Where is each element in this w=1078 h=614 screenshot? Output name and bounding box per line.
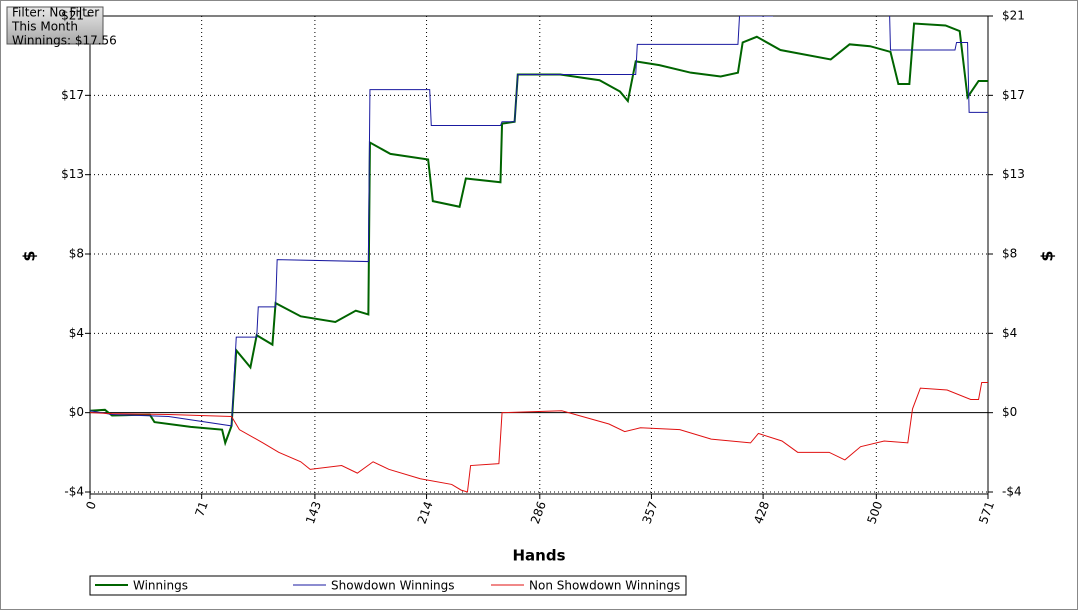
x-axis-title: Hands [512, 547, 565, 565]
y2-axis-title: $ [1038, 250, 1057, 261]
y-tick-label: -$4 [64, 485, 84, 499]
y2-tick-label: $8 [1002, 247, 1017, 261]
y-tick-label: $8 [69, 247, 84, 261]
y2-tick-label: -$4 [1002, 485, 1022, 499]
legend [89, 575, 687, 596]
info-text: This Month [11, 20, 78, 34]
y2-tick-label: $4 [1002, 326, 1017, 340]
info-text: Winnings: $17.56 [12, 34, 117, 48]
y-tick-label: $13 [61, 167, 84, 181]
plot-area [89, 15, 989, 495]
x-tick-label: 0 [83, 499, 99, 511]
y-tick-label: $21 [61, 9, 84, 23]
info-box [6, 6, 104, 45]
y-tick-label: $4 [69, 326, 84, 340]
series-line [90, 16, 988, 427]
x-tick-label: 71 [192, 499, 210, 518]
y-tick-label: $17 [61, 88, 84, 102]
info-text: Filter: No Filter [12, 6, 99, 20]
layer [89, 15, 989, 494]
y-tick-label: $0 [69, 405, 84, 419]
y2-tick-label: $17 [1002, 88, 1025, 102]
y-axis-title: $ [20, 250, 39, 261]
legend-label: Winnings [133, 579, 188, 593]
series-line [90, 381, 988, 493]
legend-label: Showdown Winnings [331, 579, 455, 593]
legend-label: Non Showdown Winnings [529, 579, 680, 593]
y2-tick-label: $21 [1002, 9, 1025, 23]
y2-tick-label: $13 [1002, 167, 1025, 181]
y2-tick-label: $0 [1002, 405, 1017, 419]
